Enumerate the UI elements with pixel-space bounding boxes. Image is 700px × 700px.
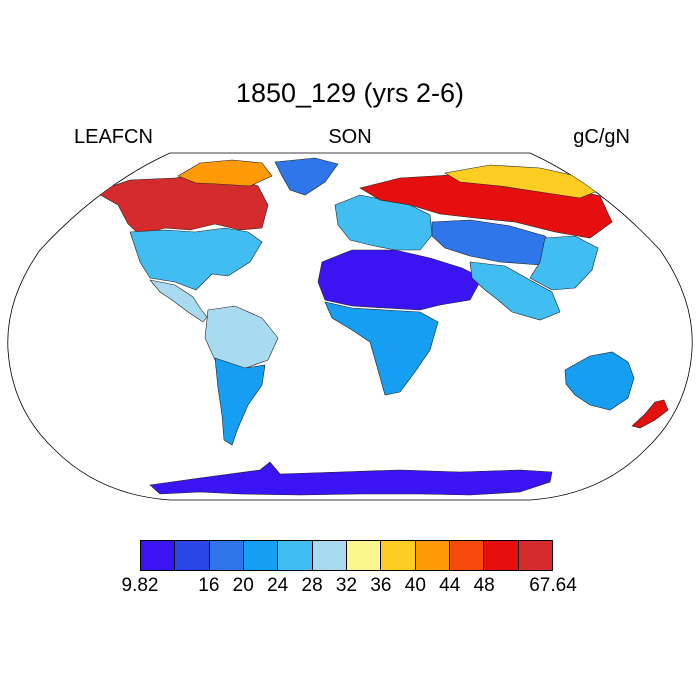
region-sub-saharan-africa [324, 301, 439, 396]
colorbar-swatch [381, 541, 416, 570]
season-label: SON [328, 126, 372, 148]
colorbar-tick-label: 32 [335, 575, 358, 596]
region-greenland [274, 157, 339, 196]
colorbar-tick-label: 24 [267, 575, 289, 596]
units-label: gC/gN [573, 126, 630, 148]
colorbar-tick-label: 44 [439, 575, 461, 596]
colorbar-tick-label: 28 [301, 575, 323, 596]
region-antarctica [149, 461, 553, 496]
colorbar-tick-label: 48 [473, 575, 495, 596]
region-central-america [149, 279, 208, 323]
colorbar-tick-label: 20 [232, 575, 254, 596]
region-north-america-temperate [129, 227, 263, 291]
colorbar-swatch [449, 541, 485, 570]
colorbar-swatch [346, 541, 382, 570]
colorbar-tick-label: 67.64 [529, 575, 577, 596]
colorbar-tick-label: 16 [198, 575, 220, 596]
region-india-southeast-asia [469, 261, 561, 321]
region-east-asia [529, 235, 599, 291]
colorbar-labels: 9.82 16 20 24 28 32 36 40 44 48 67.64 [0, 575, 700, 605]
region-siberia-arctic [444, 164, 606, 199]
colorbar-swatch [209, 541, 244, 570]
region-sahara-arabia [317, 249, 483, 311]
colorbar-swatch [278, 541, 313, 570]
colorbar-swatch [415, 541, 450, 570]
colorbar-swatch [175, 541, 210, 570]
region-australia [564, 351, 635, 411]
colorbar-swatch [141, 541, 176, 570]
colorbar-swatch [243, 541, 279, 570]
colorbar-tick-label: 36 [370, 575, 392, 596]
colorbar [140, 540, 553, 571]
colorbar-tick-label: 40 [404, 575, 426, 596]
plot-title: 1850_129 (yrs 2-6) [235, 78, 465, 108]
colorbar-swatch [518, 541, 552, 570]
colorbar-swatch [312, 541, 347, 570]
region-southern-south-america [214, 357, 266, 446]
region-amazon-basin [204, 305, 279, 371]
region-new-zealand [631, 399, 669, 429]
colorbar-tick-label: 9.82 [121, 575, 159, 596]
region-north-america-arctic [177, 159, 273, 187]
variable-label: LEAFCN [74, 126, 153, 148]
colorbar-swatch [484, 541, 519, 570]
